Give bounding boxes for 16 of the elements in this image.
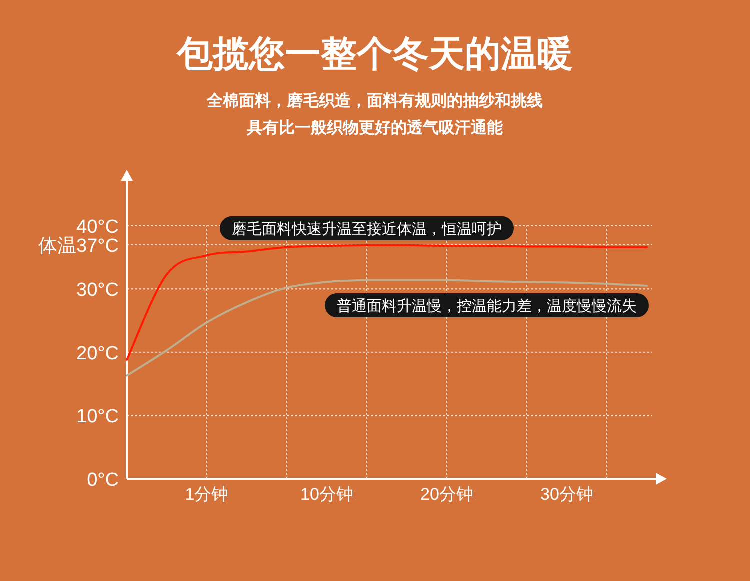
annotation: 普通面料升温慢，控温能力差，温度慢慢流失 — [337, 298, 637, 316]
line-series — [126, 244, 648, 361]
y-tick-label: 20°C — [76, 343, 119, 364]
y-tick-label: 10°C — [76, 406, 119, 428]
x-tick-label: 30分钟 — [540, 485, 594, 504]
x-tick-label: 10分钟 — [300, 485, 354, 504]
chart-title: 包揽您一整个冬天的温暖 — [176, 33, 573, 74]
y-tick-label: 30°C — [76, 280, 119, 302]
y-tick-label: 40°C — [76, 216, 119, 238]
line-series — [126, 279, 648, 377]
y-tick-label: 体温37°C — [38, 236, 119, 257]
x-tick-label: 1分钟 — [185, 485, 229, 504]
x-tick-label: 20分钟 — [420, 485, 474, 504]
chart-subtitle: 全棉面料，磨毛织造，面料有规则的抽纱和挑线具有比一般织物更好的透气吸汗通能 — [206, 92, 543, 137]
y-tick-label: 0°C — [87, 470, 119, 491]
annotation: 磨毛面料快速升温至接近体温，恒温呵护 — [232, 220, 502, 238]
